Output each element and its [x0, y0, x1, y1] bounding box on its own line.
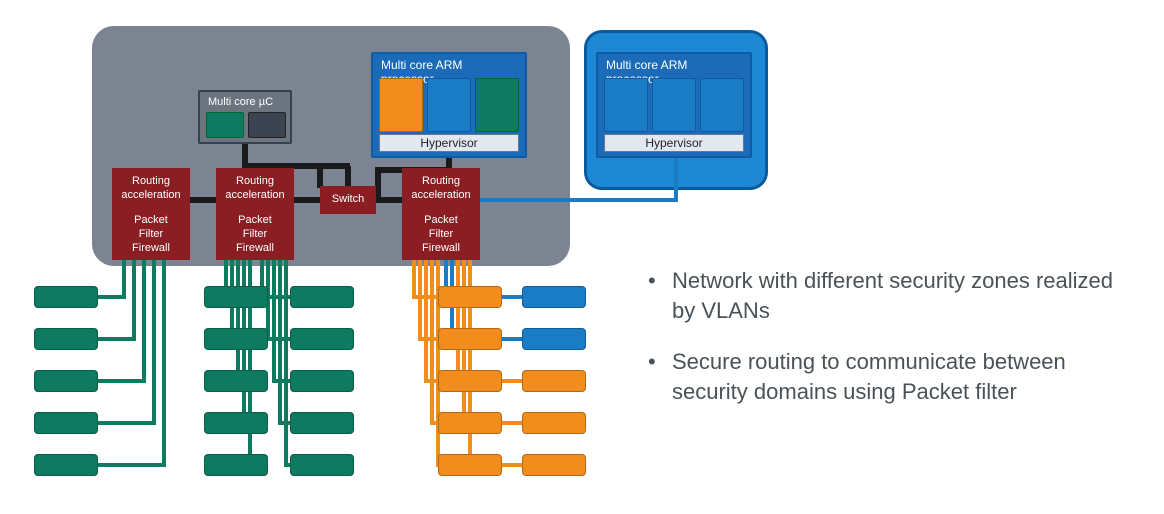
net-node: [34, 370, 98, 392]
net-node: [438, 412, 502, 434]
net-node: [34, 454, 98, 476]
arm1-core-0: [379, 78, 423, 132]
net-node: [204, 286, 268, 308]
net-node: [438, 454, 502, 476]
router-3-top: Routing acceleration: [402, 174, 480, 203]
router-2: Routing acceleration Packet Filter Firew…: [216, 168, 294, 260]
arm1-core-1: [427, 78, 471, 132]
router-3: Routing acceleration Packet Filter Firew…: [402, 168, 480, 260]
net-node: [438, 370, 502, 392]
net-node: [522, 370, 586, 392]
router-1: Routing acceleration Packet Filter Firew…: [112, 168, 190, 260]
bullet-1: Secure routing to communicate between se…: [648, 347, 1128, 406]
arm2-core-0: [604, 78, 648, 132]
arm-processor-2: Multi core ARM processor Hypervisor: [596, 52, 752, 158]
router-2-top: Routing acceleration: [216, 174, 294, 203]
net-node: [290, 370, 354, 392]
net-node: [522, 286, 586, 308]
net-node: [34, 412, 98, 434]
net-node: [522, 454, 586, 476]
net-node: [204, 412, 268, 434]
arm2-core-1: [652, 78, 696, 132]
net-node: [290, 286, 354, 308]
uc-core-0: [206, 112, 244, 138]
microcontroller: Multi core µC: [198, 90, 292, 144]
net-node: [204, 454, 268, 476]
net-node: [522, 412, 586, 434]
arm2-hypervisor: Hypervisor: [604, 134, 744, 152]
net-node: [34, 328, 98, 350]
switch: Switch: [320, 186, 376, 214]
router-3-bottom: Packet Filter Firewall: [402, 213, 480, 256]
router-1-bottom: Packet Filter Firewall: [112, 213, 190, 256]
arm1-core-2: [475, 78, 519, 132]
switch-label: Switch: [332, 193, 364, 205]
arm1-hypervisor: Hypervisor: [379, 134, 519, 152]
uc-title: Multi core µC: [200, 92, 290, 112]
net-node: [290, 454, 354, 476]
net-node: [438, 286, 502, 308]
router-2-bottom: Packet Filter Firewall: [216, 213, 294, 256]
uc-core-1: [248, 112, 286, 138]
net-node: [204, 370, 268, 392]
net-node: [522, 328, 586, 350]
net-node: [290, 328, 354, 350]
net-node: [438, 328, 502, 350]
net-node: [34, 286, 98, 308]
bullet-list: Network with different security zones re…: [648, 266, 1128, 429]
router-1-top: Routing acceleration: [112, 174, 190, 203]
arm-processor-1: Multi core ARM processor Hypervisor: [371, 52, 527, 158]
net-node: [204, 328, 268, 350]
arm2-core-2: [700, 78, 744, 132]
bullet-0: Network with different security zones re…: [648, 266, 1128, 325]
net-node: [290, 412, 354, 434]
